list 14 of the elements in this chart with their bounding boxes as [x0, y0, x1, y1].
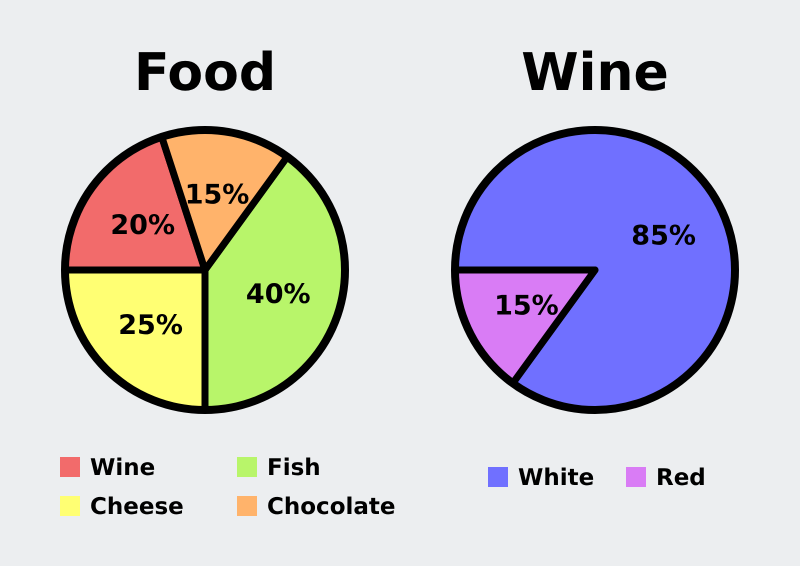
legend-label: Chocolate [267, 494, 396, 520]
legend-label: Fish [267, 455, 321, 482]
data-label: 15% [494, 290, 559, 322]
chart-title: Wine [521, 43, 669, 103]
data-label: 20% [110, 210, 176, 242]
legend-label: Wine [90, 455, 156, 482]
data-label: 15% [184, 179, 250, 210]
chart-title: Food [134, 43, 276, 103]
data-label: 40% [246, 279, 311, 310]
legend-label: Cheese [90, 494, 184, 520]
data-label: 85% [631, 220, 696, 252]
legend-label: White [518, 465, 594, 492]
data-label: 25% [118, 310, 183, 341]
legend-label: Red [656, 465, 706, 492]
